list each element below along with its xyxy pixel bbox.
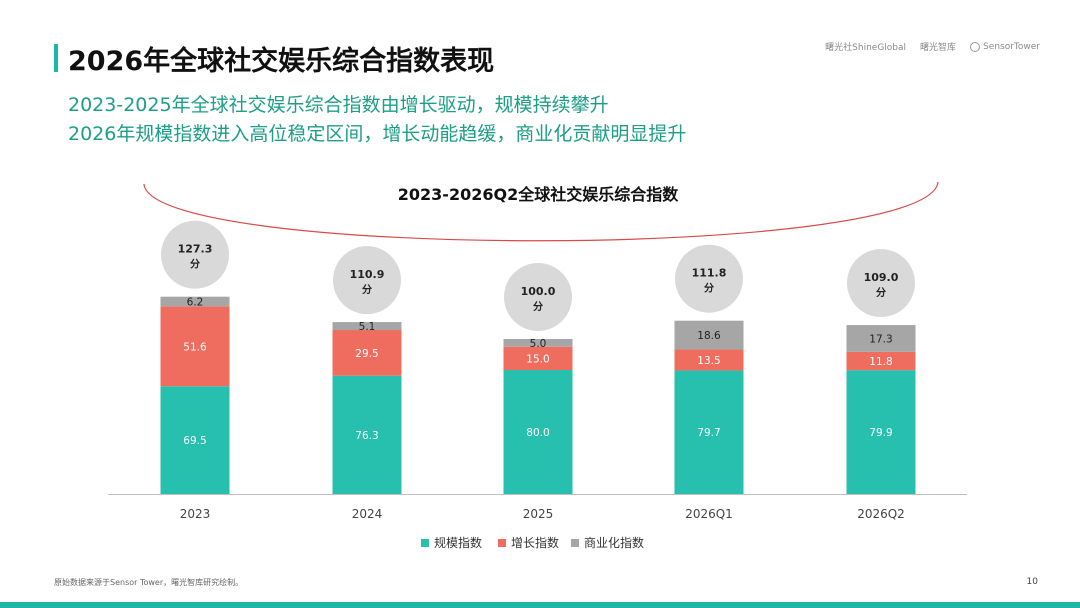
- chart-legend: 规模指数 增长指数 商业化指数: [421, 535, 644, 550]
- total-value-label: 109.0: [864, 271, 899, 284]
- total-value-label: 111.8: [692, 267, 727, 280]
- value-label: 79.7: [697, 427, 720, 439]
- bar-segment-scale-2026Q2: [846, 370, 916, 494]
- bar-segment-commercial-2026Q1: [674, 320, 744, 350]
- legend-label: 规模指数: [434, 535, 482, 550]
- total-unit-label: 分: [876, 286, 886, 299]
- sensortower-logo-text: SensorTower: [983, 41, 1040, 52]
- bar-segment-commercial-2025: [503, 339, 573, 347]
- total-value-label: 127.3: [178, 243, 213, 256]
- source-note: 原始数据来源于Sensor Tower，曙光智库研究绘制。: [54, 578, 244, 587]
- shineglobal-logo-text: 曙光社ShineGlobal: [825, 43, 907, 53]
- value-label: 29.5: [355, 348, 378, 360]
- total-unit-label: 分: [190, 258, 200, 271]
- value-label: 5.1: [359, 321, 376, 333]
- total-bubble: [847, 249, 915, 318]
- x-tick-label: 2025: [523, 507, 554, 521]
- page-title: 2026年全球社交娱乐综合指数表现: [68, 46, 495, 77]
- legend-label: 商业化指数: [584, 535, 644, 550]
- legend-swatch: [421, 539, 429, 547]
- shineglobal-logo: 曙光社ShineGlobal: [825, 40, 906, 53]
- total-bubble: [504, 263, 572, 331]
- title-accent-bar: [54, 44, 58, 72]
- value-label: 13.5: [697, 355, 720, 367]
- total-bubble: [675, 244, 743, 313]
- total-bubble: [333, 246, 401, 315]
- x-tick-label: 2024: [352, 507, 383, 521]
- logo-group: 曙光社ShineGlobal 曙光智库 SensorTower: [825, 40, 1040, 53]
- total-unit-label: 分: [533, 300, 543, 313]
- bar-segment-scale-2025: [503, 370, 573, 494]
- bar-segment-commercial-2024: [332, 322, 402, 331]
- bar-segment-scale-2026Q1: [674, 370, 744, 494]
- subtitle-line-1: 2023-2025年全球社交娱乐综合指数由增长驱动，规模持续攀升: [68, 94, 609, 116]
- bar-segment-commercial-2026Q2: [846, 325, 916, 352]
- bar-segment-growth-2026Q2: [846, 351, 916, 371]
- subtitle-line-2: 2026年规模指数进入高位稳定区间，增长动能趋缓，商业化贡献明显提升: [68, 123, 687, 145]
- value-label: 80.0: [526, 427, 549, 439]
- bar-segment-scale-2023: [160, 386, 230, 494]
- value-label: 51.6: [183, 341, 207, 353]
- bar-segment-growth-2024: [332, 330, 402, 376]
- value-label: 5.0: [530, 338, 547, 350]
- x-tick-label: 2026Q2: [857, 507, 905, 521]
- value-label: 69.5: [183, 435, 206, 447]
- bar-segment-commercial-2023: [160, 296, 230, 307]
- value-label: 76.3: [355, 430, 378, 442]
- x-tick-label: 2026Q1: [685, 507, 733, 521]
- value-label: 18.6: [697, 330, 721, 342]
- value-label: 6.2: [187, 296, 204, 308]
- bar-segment-growth-2023: [160, 306, 230, 387]
- total-value-label: 100.0: [521, 285, 556, 298]
- bars-group: 69.5 51.6 6.2 127.3 分 2023 76.3 29.5 5.1 110.9 分 20…: [160, 220, 916, 521]
- legend-swatch: [498, 539, 506, 547]
- think-tank-logo: 曙光智库: [920, 40, 956, 53]
- chart-title: 2023-2026Q2全球社交娱乐综合指数: [398, 185, 679, 204]
- legend-swatch: [571, 539, 579, 547]
- bar-segment-scale-2024: [332, 375, 402, 494]
- bar-segment-growth-2026Q1: [674, 349, 744, 371]
- legend-label: 增长指数: [511, 535, 559, 550]
- value-label: 15.0: [526, 353, 549, 365]
- sensortower-icon: [970, 41, 981, 52]
- sensortower-logo: SensorTower: [970, 41, 1040, 52]
- x-tick-label: 2023: [180, 507, 211, 521]
- decorative-arc: [143, 181, 939, 242]
- value-label: 11.8: [869, 356, 892, 368]
- bottom-accent-strip: [0, 602, 1080, 608]
- value-label: 17.3: [869, 333, 892, 345]
- total-value-label: 110.9: [350, 268, 385, 281]
- value-label: 79.9: [869, 427, 892, 439]
- think-tank-logo-text: 曙光智库: [920, 43, 957, 53]
- total-bubble: [161, 220, 229, 289]
- page-number: 10: [1026, 577, 1038, 587]
- bar-segment-growth-2025: [503, 346, 573, 370]
- total-unit-label: 分: [704, 282, 714, 295]
- total-unit-label: 分: [362, 283, 372, 296]
